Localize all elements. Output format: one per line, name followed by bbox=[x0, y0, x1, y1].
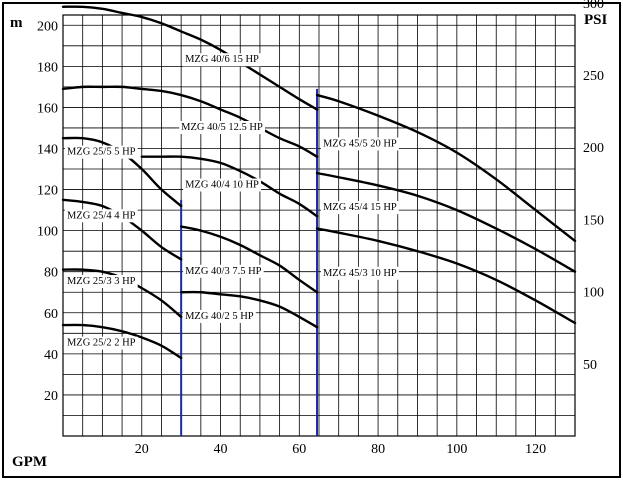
y-left-tick-label: 60 bbox=[44, 307, 58, 322]
curve-label-background bbox=[183, 264, 264, 278]
curve-label: MZG 40/4 10 HP bbox=[185, 180, 259, 191]
curve-label: MZG 40/6 15 HP bbox=[185, 54, 259, 65]
x-tick-label: 100 bbox=[446, 442, 467, 457]
y-left-tick-label: 20 bbox=[44, 389, 58, 404]
y-left-tick-label: 120 bbox=[37, 184, 58, 199]
curve-label-background bbox=[64, 275, 138, 289]
performance-curve bbox=[61, 323, 183, 360]
y-right-tick-label: 250 bbox=[583, 69, 604, 84]
y-left-tick-label: 180 bbox=[37, 60, 58, 75]
y-left-tick-label: 100 bbox=[37, 225, 58, 240]
x-tick-label: 20 bbox=[135, 442, 149, 457]
y-left-tick-label: 140 bbox=[37, 142, 58, 157]
performance-curve bbox=[140, 155, 319, 218]
curves bbox=[61, 5, 577, 360]
curve-label-background bbox=[179, 121, 265, 135]
x-unit: GPM bbox=[12, 454, 47, 470]
curve-label: MZG 40/2 5 HP bbox=[185, 311, 254, 322]
curve-label: MZG 45/4 15 HP bbox=[323, 202, 397, 213]
y-left-tick-label: 160 bbox=[37, 101, 58, 116]
y-left-tick-label: 40 bbox=[44, 348, 58, 363]
curve-label: MZG 25/3 3 HP bbox=[67, 276, 136, 287]
x-tick-label: 60 bbox=[292, 442, 306, 457]
y-right-tick-label: 150 bbox=[583, 213, 604, 228]
y-left-unit: m bbox=[10, 15, 23, 31]
y-left-tick-label: 200 bbox=[37, 19, 58, 34]
performance-curve bbox=[315, 93, 577, 243]
curve-label-background bbox=[320, 266, 399, 280]
grid bbox=[62, 14, 576, 437]
performance-curve bbox=[61, 85, 319, 158]
performance-curve bbox=[61, 5, 319, 111]
curve-label: MZG 40/5 12.5 HP bbox=[181, 122, 263, 133]
curve-label: MZG 45/3 10 HP bbox=[323, 268, 397, 279]
curve-label: MZG 45/5 20 HP bbox=[323, 138, 397, 149]
tick-labels: 20 40 60 80 100 120 20 40 60 80 100 120 140 160 180 200… bbox=[37, 0, 604, 457]
curve-label: MZG 40/3 7.5 HP bbox=[185, 266, 262, 277]
curve-label: MZG 25/4 4 HP bbox=[67, 210, 136, 221]
curve-label-background bbox=[183, 53, 262, 67]
curve-label-background bbox=[64, 209, 138, 223]
curve-label: MZG 25/2 2 HP bbox=[67, 338, 136, 349]
y-right-unit: PSI bbox=[584, 12, 608, 28]
performance-curve bbox=[179, 225, 319, 294]
curve-label-background bbox=[183, 178, 262, 192]
curve-label-background bbox=[64, 336, 138, 350]
y-left-tick-label: 80 bbox=[44, 266, 58, 281]
x-tick-label: 40 bbox=[214, 442, 228, 457]
y-right-tick-label: 100 bbox=[583, 286, 604, 301]
performance-curve bbox=[179, 290, 319, 329]
curve-label-background bbox=[320, 137, 399, 151]
y-right-tick-label: 300 bbox=[583, 0, 604, 12]
y-right-tick-label: 200 bbox=[583, 141, 604, 156]
performance-curve bbox=[315, 171, 577, 273]
curve-label: MZG 25/5 5 HP bbox=[67, 147, 136, 158]
y-right-tick-label: 50 bbox=[583, 358, 597, 373]
curve-label-background bbox=[183, 309, 256, 323]
curve-label-background bbox=[64, 145, 138, 159]
curve-labels: MZG 25/2 2 HP MZG 25/3 3 HP MZG 25/4 4 HP M… bbox=[64, 53, 399, 350]
curve-label-background bbox=[320, 201, 399, 215]
x-tick-label: 120 bbox=[525, 442, 546, 457]
x-tick-label: 80 bbox=[371, 442, 385, 457]
performance-curve bbox=[315, 227, 577, 325]
